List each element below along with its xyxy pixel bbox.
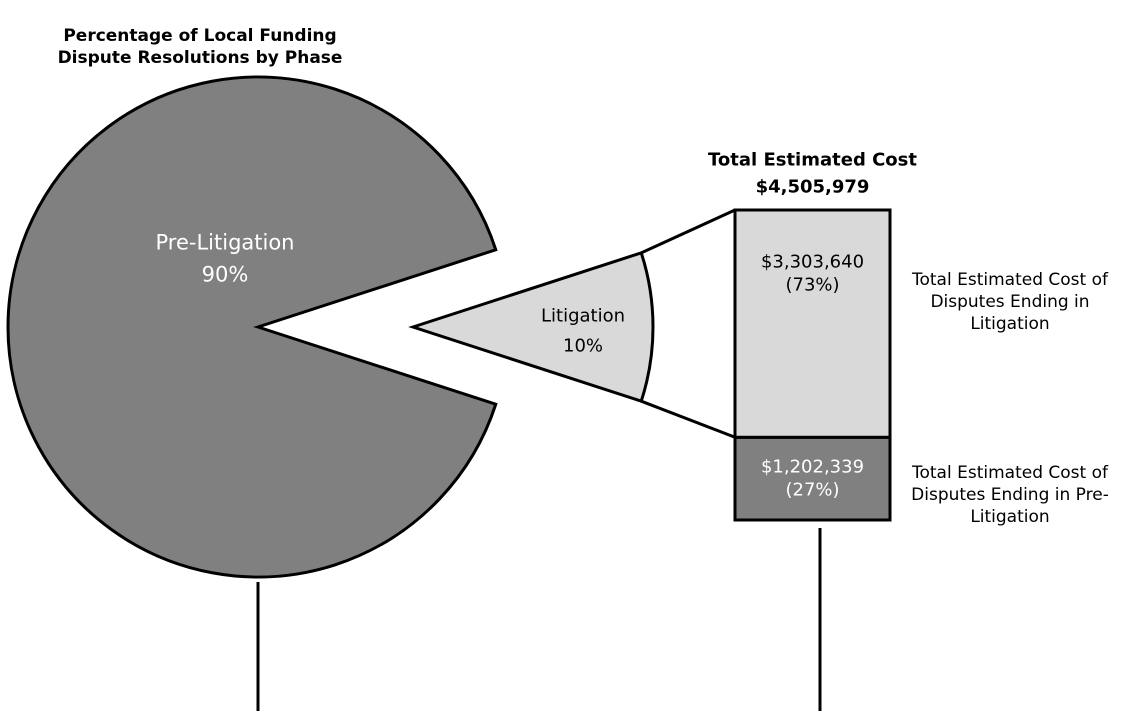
connector-line [640,399,736,439]
bar-value-label: $1,202,339 (27%) [760,456,865,501]
bar-segment [733,208,892,439]
slice-label: Pre-Litigation [155,230,295,255]
slice-value-label: 90% [201,262,249,287]
slice-label: Litigation [540,305,626,327]
pie-title: Percentage of Local Funding Dispute Reso… [57,25,343,68]
bar-subtitle: $4,505,979 [755,176,870,198]
slice-value-label: 10% [562,335,604,357]
connector-line [640,208,736,255]
pie-slice [408,250,655,404]
legend-label: Total Estimated Cost of Disputes Ending … [912,269,1108,335]
bar-title: Total Estimated Cost [708,149,917,171]
pie-slice [6,75,498,579]
bar-segment [733,435,892,522]
legend-label: Total Estimated Cost of Disputes Ending … [911,462,1109,528]
bar-value-label: $3,303,640 (73%) [760,251,865,296]
